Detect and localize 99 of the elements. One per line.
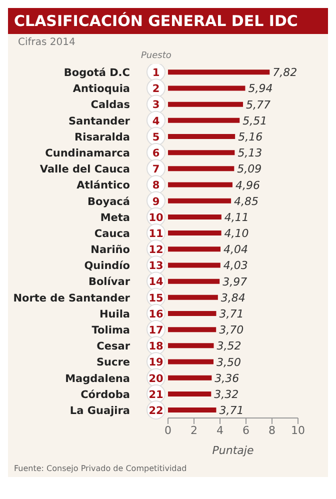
- y-tick-label: Risaralda: [74, 131, 130, 144]
- data-label: 7,82: [272, 66, 298, 80]
- data-label: 5,77: [246, 98, 271, 112]
- bar: [168, 359, 214, 364]
- data-label: 3,70: [219, 324, 244, 337]
- data-label: 3,32: [214, 388, 239, 401]
- y-tick-label: Cesar: [96, 340, 131, 353]
- annotation: 2: [152, 83, 160, 96]
- data-label: 4,85: [234, 194, 259, 208]
- bar: [168, 310, 216, 316]
- bar: [168, 278, 220, 284]
- data-label: 3,50: [216, 356, 241, 369]
- y-tick-label: Quindío: [84, 260, 130, 272]
- x-tick-label: 8: [268, 424, 276, 437]
- data-label: 3,84: [220, 291, 246, 304]
- y-tick-label: Boyacá: [88, 196, 130, 208]
- annotation: 13: [148, 260, 164, 272]
- annotation: 7: [152, 164, 160, 176]
- data-label: 3,71: [219, 307, 244, 320]
- annotation: 16: [148, 308, 164, 320]
- y-tick-label: Meta: [100, 212, 130, 224]
- x-tick-label: 2: [190, 424, 198, 437]
- text: Cifras 2014: [18, 37, 76, 48]
- y-tick-label: Bolívar: [88, 276, 131, 288]
- source-note: Fuente: Consejo Privado de Competitividad: [13, 464, 188, 475]
- x-tick-label: 6: [242, 424, 250, 437]
- bar: [168, 118, 240, 123]
- y-tick-label: Cauca: [94, 228, 130, 240]
- data-label: 4,04: [224, 243, 248, 256]
- data-label: 5,16: [238, 130, 263, 144]
- text: Puesto: [141, 51, 172, 61]
- bar: [168, 214, 222, 220]
- annotation: 10: [148, 212, 164, 224]
- annotation: 6: [152, 148, 160, 160]
- y-tick-label: Tolima: [92, 324, 130, 336]
- bar: [168, 262, 220, 268]
- bar: [168, 102, 244, 107]
- bar: [168, 230, 222, 236]
- data-label: 5,09: [237, 162, 262, 176]
- annotation: 18: [148, 340, 164, 353]
- data-label: 5,13: [238, 146, 262, 160]
- y-tick-label: Córdoba: [80, 388, 130, 401]
- annotation: 19: [148, 356, 164, 369]
- data-label: 5,94: [248, 82, 273, 96]
- data-label: 3,36: [214, 372, 240, 385]
- annotation: 9: [152, 196, 160, 208]
- bar: [168, 408, 216, 413]
- x-tick-label: 4: [216, 424, 224, 437]
- y-tick-label: Sucre: [96, 356, 130, 369]
- y-tick-label: Norte de Santander: [13, 292, 131, 304]
- annotation: 15: [148, 292, 164, 304]
- bar: [168, 327, 216, 332]
- annotation: 3: [152, 99, 160, 112]
- annotation: 4: [152, 115, 160, 128]
- annotation: 22: [148, 404, 164, 417]
- bar: [168, 86, 246, 91]
- x-tick-label: 0: [164, 424, 172, 437]
- y-tick-label: Caldas: [90, 99, 130, 112]
- data-label: 3,52: [216, 340, 242, 353]
- bar: [168, 343, 214, 348]
- y-tick-label: Huila: [99, 308, 130, 320]
- annotation: 14: [148, 276, 164, 288]
- y-tick-label: Magdalena: [65, 372, 130, 385]
- y-tick-label: Nariño: [90, 244, 130, 256]
- annotation: 20: [148, 372, 164, 385]
- x-tick-label: 10: [291, 424, 305, 437]
- bar: [168, 166, 234, 172]
- y-tick-label: Bogotá D.C: [64, 67, 130, 80]
- data-label: 4,03: [223, 259, 248, 272]
- bar: [168, 150, 235, 156]
- annotation: 21: [148, 388, 164, 401]
- y-tick-label: Antioquia: [72, 83, 130, 96]
- data-label: 3,71: [219, 404, 244, 418]
- bar: [168, 375, 212, 380]
- bar: [168, 198, 232, 204]
- x-axis-title: Puntaje: [212, 444, 254, 457]
- bar: [168, 134, 236, 139]
- annotation: 1: [152, 67, 160, 80]
- y-tick-label: Valle del Cauca: [40, 164, 130, 176]
- annotation: 17: [148, 324, 164, 336]
- y-tick-label: La Guajira: [70, 404, 130, 417]
- chart-title: CLASIFICACIÓN GENERAL DEL IDC: [8, 8, 328, 34]
- data-label: 5,51: [242, 114, 268, 128]
- bar: [168, 391, 212, 396]
- data-label: 3,97: [222, 275, 248, 288]
- bar: [168, 182, 232, 188]
- bar: [168, 246, 221, 252]
- bar: [168, 294, 218, 300]
- annotation: 5: [152, 131, 160, 144]
- y-tick-label: Atlántico: [76, 180, 130, 192]
- data-label: 4,96: [235, 178, 260, 192]
- annotation: 8: [152, 180, 160, 192]
- data-label: 4,11: [224, 210, 249, 224]
- data-label: 4,10: [224, 227, 249, 240]
- y-tick-label: Cundinamarca: [45, 148, 130, 160]
- annotation: 11: [148, 228, 164, 240]
- bar: [168, 70, 270, 75]
- y-tick-label: Santander: [68, 115, 131, 128]
- annotation: 12: [148, 244, 164, 256]
